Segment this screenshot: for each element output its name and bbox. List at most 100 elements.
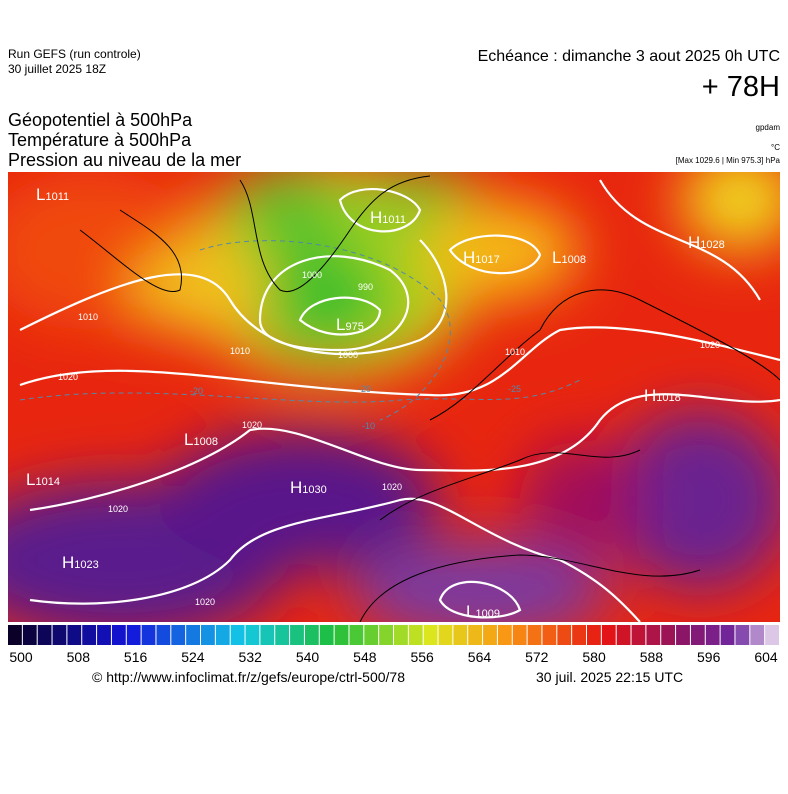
color-swatch [527,625,542,645]
color-swatch [37,625,52,645]
isotherm-label: -10 [362,421,375,431]
color-swatch [497,625,512,645]
color-swatch [468,625,483,645]
extremes: [Max 1029.6 | Min 975.3] hPa [676,156,781,165]
color-swatch [260,625,275,645]
run-date: 30 juillet 2025 18Z [8,62,106,76]
color-swatch [750,625,765,645]
isobar-label: 1010 [505,347,525,357]
colorbar-label: 604 [754,649,778,665]
color-swatch [97,625,111,645]
color-swatch [111,625,126,645]
lead-time: + 78H [702,71,780,103]
color-swatch [215,625,230,645]
color-swatch [453,625,468,645]
pressure-center: H1018 [644,386,681,405]
unit: °C [771,143,780,152]
color-swatch [765,625,779,645]
color-swatch [141,625,156,645]
color-swatch [483,625,497,645]
title: Géopotentiel à 500hPa [8,110,193,130]
map [8,172,780,622]
unit: gpdam [756,123,781,132]
color-swatch [186,625,200,645]
isobar-label: 1010 [230,346,250,356]
color-swatch [661,625,676,645]
isobar-label: 1020 [108,504,128,514]
color-swatch [690,625,705,645]
isobar-label: 1020 [195,597,215,607]
color-swatch [572,625,586,645]
color-swatch [82,625,97,645]
colorbar-label: 524 [181,649,205,665]
colorbar-label: 548 [353,649,377,665]
colorbar-label: 580 [582,649,606,665]
colorbar-label: 500 [9,649,33,665]
pressure-center: H1017 [463,248,500,267]
colorbar-label: 508 [67,649,91,665]
color-swatch [379,625,393,645]
pressure-center: L1008 [552,248,586,267]
color-swatch [587,625,601,645]
pressure-center: L1009 [466,602,500,621]
color-swatch [735,625,750,645]
color-swatch [275,625,290,645]
color-swatch [646,625,661,645]
color-swatch [408,625,423,645]
color-swatch [720,625,735,645]
isobar-label: 1020 [382,482,402,492]
color-swatch [601,625,616,645]
pressure-center: L1008 [184,430,218,449]
color-swatch [557,625,572,645]
run: Run GEFS (run controle) [8,47,141,61]
color-swatch [171,625,186,645]
color-swatch [676,625,690,645]
title: Pression au niveau de la mer [8,150,241,170]
source: © http://www.infoclimat.fr/z/gefs/europe… [92,669,405,685]
color-swatch [705,625,720,645]
isotherm-label: -20 [358,384,371,394]
color-swatch [290,625,304,645]
pressure-center: L975 [336,315,364,334]
color-swatch [364,625,379,645]
pressure-center: H1030 [290,478,327,497]
color-swatch [319,625,334,645]
isobar-label: 1000 [338,350,358,360]
color-swatch [230,625,245,645]
color-swatch [22,625,37,645]
valid-time: Echéance : dimanche 3 aout 2025 0h UTC [478,48,780,65]
color-swatch [67,625,82,645]
colorbar-label: 596 [697,649,721,665]
colorbar-label: 572 [525,649,549,665]
color-swatch [334,625,349,645]
pressure-center: L1014 [26,470,60,489]
pressure-center: H1023 [62,553,99,572]
contour-labels: 1010 1020 1000 990 1000 1010 1020 1020 1… [58,270,720,607]
title: Température à 500hPa [8,130,192,150]
generated: 30 juil. 2025 22:15 UTC [536,669,683,685]
colorbar-label: 588 [640,649,664,665]
colorbar-label: 532 [239,649,263,665]
color-swatch [616,625,631,645]
color-swatch [126,625,141,645]
color-swatch [245,625,260,645]
color-swatch [201,625,215,645]
color-swatch [542,625,557,645]
colorbar: 500 508 516 524 532 540 548 556 564 572 580 588 596 6… [8,625,779,665]
color-swatch [156,625,171,645]
isobar-label: 1020 [242,420,262,430]
color-swatch [423,625,438,645]
pressure-center: H1011 [370,208,406,227]
color-swatch [512,625,527,645]
pressure-center: L1011 [36,185,69,204]
colorbar-label: 556 [410,649,434,665]
color-swatch [8,625,22,645]
color-swatch [349,625,364,645]
isobar-label: 1010 [78,312,98,322]
isobar-label: 1020 [58,372,78,382]
colorbar-label: 564 [468,649,492,665]
isotherm-label: -25 [508,384,521,394]
isobar-label: 990 [358,282,373,292]
colorbar-label: 540 [296,649,320,665]
